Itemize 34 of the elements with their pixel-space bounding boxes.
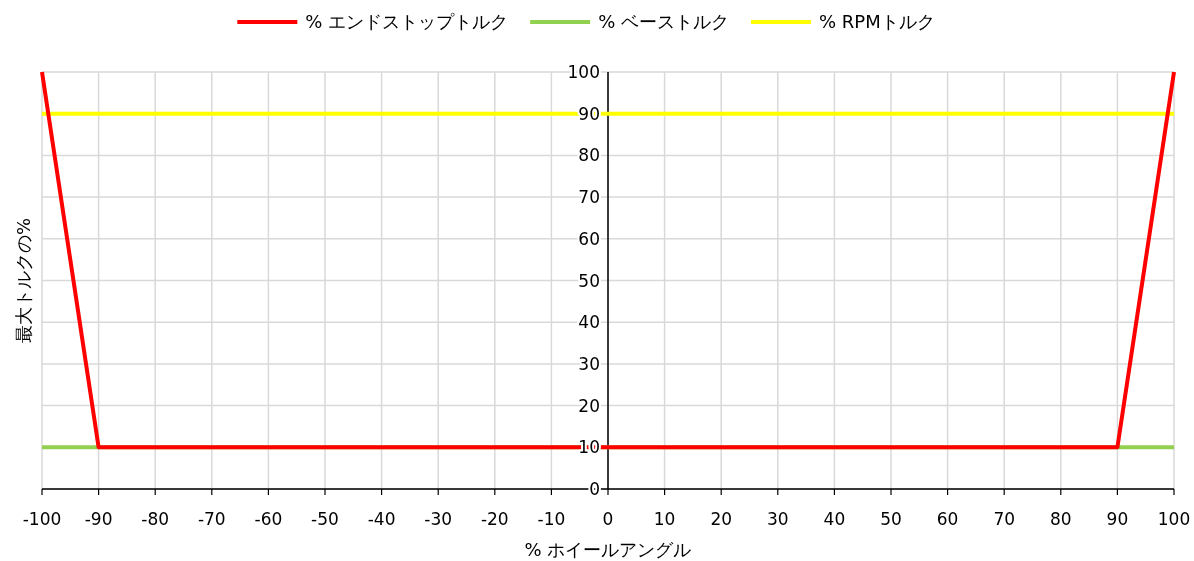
y-tick-label: 60 [578, 228, 600, 249]
x-tick-label: 70 [993, 509, 1016, 529]
x-tick-label: 60 [936, 509, 959, 529]
y-axis-title: 最大トルクの% [13, 217, 34, 344]
legend-label: % ベーストルク [598, 11, 729, 32]
legend-label: % エンドストップトルク [305, 11, 509, 32]
x-tick-label: 40 [823, 509, 846, 529]
y-tick-label: 20 [578, 395, 600, 416]
x-tick-label: -90 [84, 509, 113, 529]
y-tick-label: 50 [578, 270, 600, 291]
x-axis-title: % ホイールアングル [524, 539, 692, 560]
x-tick-label: -10 [537, 509, 566, 529]
x-tick-label: -30 [424, 509, 453, 529]
x-tick-label: 50 [880, 509, 902, 529]
x-tick-label: -70 [197, 509, 226, 529]
y-tick-label: 70 [578, 187, 600, 208]
y-tick-label: 100 [567, 62, 600, 82]
x-tick-label: 0 [602, 509, 614, 529]
x-tick-label: -80 [141, 509, 170, 529]
x-tick-label: 90 [1106, 509, 1129, 529]
x-tick-label: 30 [766, 509, 789, 529]
x-tick-label: -20 [480, 509, 509, 529]
y-tick-label: 30 [578, 353, 600, 374]
x-tick-label: 100 [1157, 509, 1191, 529]
legend-label: % RPMトルク [818, 11, 935, 32]
x-tick-label: -100 [22, 509, 62, 529]
y-tick-label: 40 [578, 312, 600, 333]
x-tick-label: -50 [311, 509, 339, 529]
x-tick-label: 80 [1049, 509, 1072, 529]
x-tick-label: 20 [710, 509, 733, 529]
x-tick-label: -40 [367, 509, 396, 529]
x-tick-label: -60 [254, 509, 283, 529]
y-tick-label: 80 [578, 145, 600, 166]
x-tick-label: 10 [653, 509, 676, 529]
